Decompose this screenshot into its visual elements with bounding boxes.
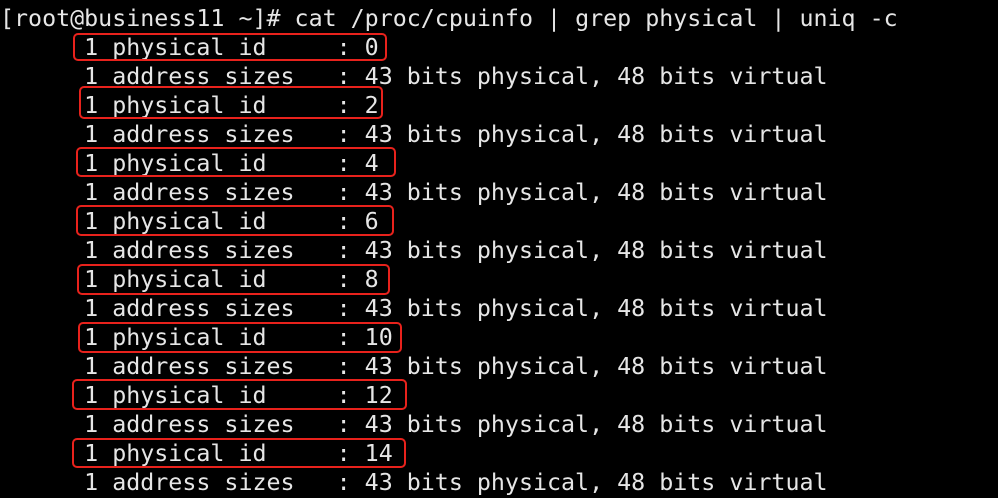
command: cat /proc/cpuinfo | grep physical | uniq… — [294, 5, 898, 32]
output-line: 1 physical id : 2 — [0, 92, 379, 119]
output-line: 1 address sizes : 43 bits physical, 48 b… — [0, 411, 828, 438]
highlight-box — [73, 33, 387, 61]
output-line: 1 address sizes : 43 bits physical, 48 b… — [0, 469, 828, 496]
output-line: 1 physical id : 14 — [0, 440, 393, 467]
output-line: 1 address sizes : 43 bits physical, 48 b… — [0, 295, 828, 322]
output-line: 1 physical id : 12 — [0, 382, 393, 409]
terminal-output[interactable]: [root@business11 ~]# cat /proc/cpuinfo |… — [0, 4, 898, 497]
highlight-box — [72, 379, 407, 410]
output-line: 1 physical id : 4 — [0, 150, 379, 177]
output-line: 1 address sizes : 43 bits physical, 48 b… — [0, 353, 828, 380]
command-line: [root@business11 ~]# cat /proc/cpuinfo |… — [0, 4, 898, 33]
output-line: 1 address sizes : 43 bits physical, 48 b… — [0, 179, 828, 206]
highlight-box — [72, 438, 406, 468]
output-line: 1 physical id : 6 — [0, 208, 379, 235]
highlight-box — [78, 322, 402, 353]
highlight-box — [76, 205, 394, 236]
output-line: 1 physical id : 8 — [0, 266, 379, 293]
highlight-box — [77, 264, 390, 295]
highlight-box — [76, 147, 396, 177]
prompt: [root@business11 ~]# — [0, 5, 295, 32]
output-line: 1 physical id : 0 — [0, 34, 379, 61]
output-line: 1 address sizes : 43 bits physical, 48 b… — [0, 237, 828, 264]
output-line: 1 physical id : 10 — [0, 324, 393, 351]
output-line: 1 address sizes : 43 bits physical, 48 b… — [0, 63, 828, 90]
highlight-box — [79, 86, 383, 119]
output-line: 1 address sizes : 43 bits physical, 48 b… — [0, 121, 828, 148]
